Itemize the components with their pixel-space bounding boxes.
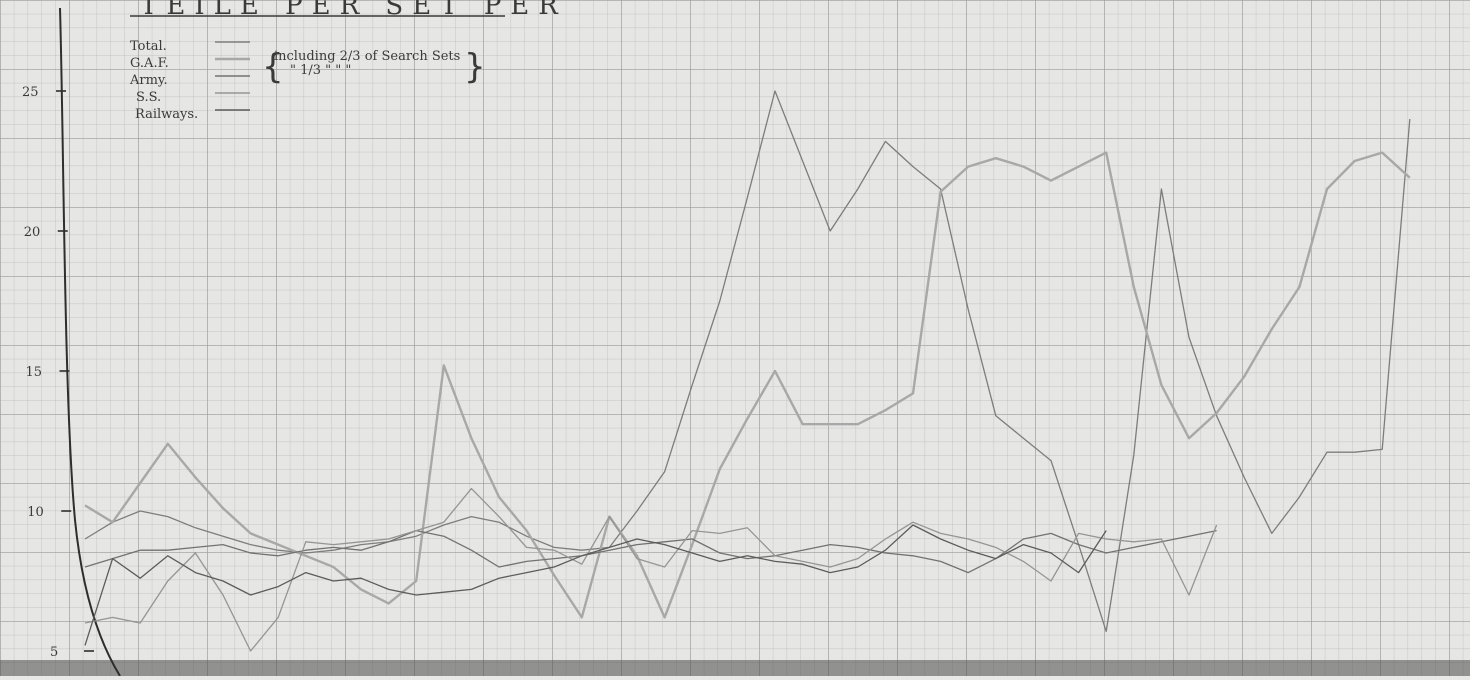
page-bottom-edge <box>0 660 1470 676</box>
legend-brace-right: } <box>464 47 486 87</box>
legend-note-line2: " 1/3 " " " <box>290 63 351 78</box>
y-tick-label: 15 <box>26 365 43 380</box>
series-line-total <box>84 90 1411 633</box>
legend-brace-left: { <box>262 47 284 87</box>
legend: Total. G.A.F. Army. S.S. Railways. <box>129 39 250 122</box>
series-line-s-s <box>84 487 1218 652</box>
y-tick-label: 25 <box>22 85 39 100</box>
legend-label: G.A.F. <box>130 56 169 71</box>
y-ticks: 5 10 15 20 25 <box>22 85 94 660</box>
legend-note-line1: including 2/3 of Search Sets <box>274 49 460 64</box>
y-tick-label: 10 <box>27 505 44 520</box>
legend-label: Army. <box>129 73 168 88</box>
series-line-army <box>84 529 1217 574</box>
legend-label: S.S. <box>136 90 161 105</box>
y-tick-label: 5 <box>50 645 58 660</box>
y-tick-label: 20 <box>24 225 41 240</box>
series-line-g-a-f <box>84 151 1411 619</box>
series-layer <box>84 90 1411 652</box>
legend-label: Railways. <box>135 107 198 122</box>
series-line-railways <box>84 524 1107 646</box>
legend-label: Total. <box>130 39 167 54</box>
chart-title: TEILE PER SET PER <box>140 0 567 21</box>
